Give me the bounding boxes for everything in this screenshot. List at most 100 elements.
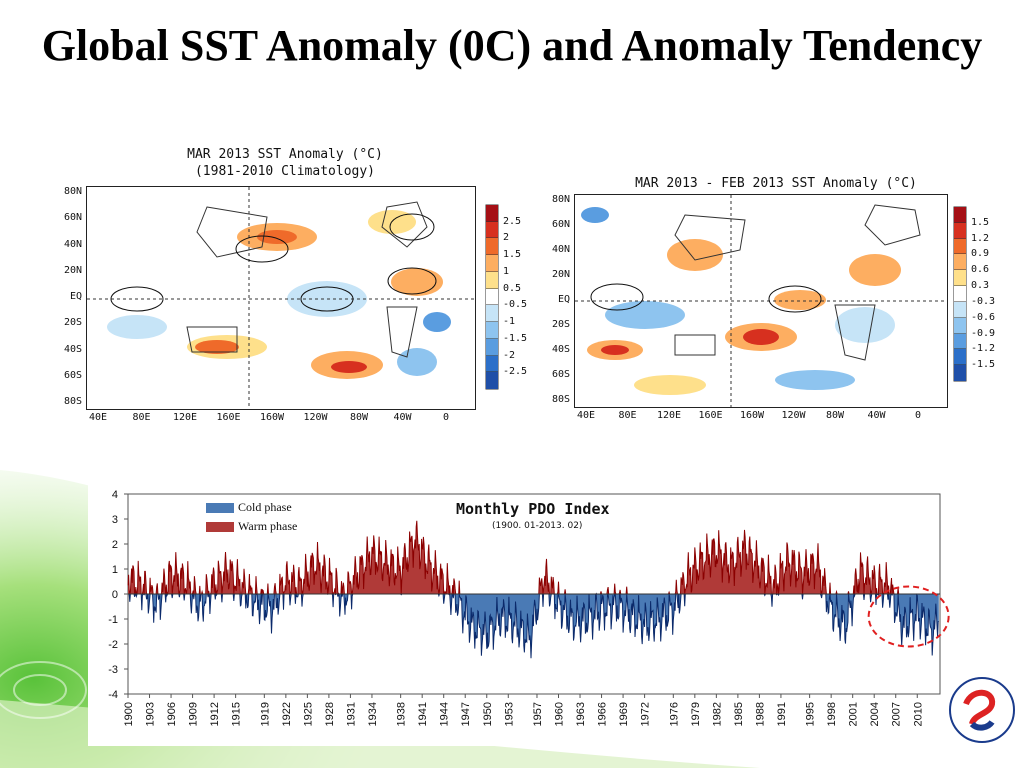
y-tick-label: -3: [108, 664, 118, 676]
lon-tick-label: 160E: [698, 410, 723, 421]
colorbar-segment: [486, 221, 498, 239]
x-tick-label: 1906: [166, 702, 178, 726]
colorbar-segment: [486, 355, 498, 373]
lat-tick-label: EQ: [557, 294, 570, 305]
x-tick-label: 1963: [575, 702, 587, 726]
y-tick-label: 0: [112, 589, 118, 601]
lat-tick-label: 60S: [551, 369, 570, 380]
x-tick-label: 1966: [597, 702, 609, 726]
lon-tick-label: 120W: [303, 412, 328, 423]
map-field: [87, 187, 475, 409]
slide-title: Global SST Anomaly (0C) and Anomaly Tend…: [41, 21, 983, 70]
x-tick-label: 1915: [231, 702, 243, 726]
colorbar-segment: [954, 207, 966, 223]
colorbar-label: 2.5: [503, 215, 522, 227]
x-tick-label: 2004: [869, 702, 881, 726]
x-tick-label: 1944: [439, 702, 451, 726]
colorbar-label: -1.2: [971, 343, 996, 355]
colorbar-label: 2: [503, 232, 510, 244]
lon-tick-label: 40W: [867, 410, 886, 421]
legend-warm-label: Warm phase: [238, 519, 298, 533]
colorbar-segment: [486, 338, 498, 356]
x-tick-label: 1985: [733, 702, 745, 726]
colorbar-segment: [954, 222, 966, 239]
lat-tick-label: 80S: [63, 396, 82, 407]
map-area: [86, 186, 476, 410]
lon-tick-label: 160W: [739, 410, 765, 421]
lat-tick-label: 60N: [551, 219, 570, 230]
legend-cold: Cold phase: [206, 500, 292, 515]
lat-tick-label: 40S: [63, 343, 82, 355]
x-tick-label: 1903: [145, 702, 157, 726]
lon-tick-label: 40W: [393, 412, 412, 423]
lon-tick-label: 0: [442, 412, 450, 423]
colorbar-segment: [486, 271, 498, 289]
lon-tick-label: 120W: [781, 410, 806, 421]
x-tick-label: 1912: [209, 702, 221, 726]
x-tick-label: 1931: [345, 702, 357, 726]
x-tick-label: 1909: [188, 702, 200, 726]
map-title: MAR 2013 SST Anomaly (°C): [187, 147, 383, 162]
legend-cold-swatch: [206, 503, 234, 514]
x-tick-label: 2010: [912, 702, 924, 726]
colorbar-label: -1: [503, 316, 516, 328]
x-tick-label: 1934: [367, 702, 379, 726]
colorbar-label: -0.6: [971, 311, 996, 323]
lat-tick-label: 20N: [63, 264, 82, 276]
x-tick-label: 1995: [805, 702, 817, 726]
x-tick-label: 1982: [711, 702, 723, 726]
colorbar-label: 1.5: [971, 216, 990, 228]
colorbar-segment: [954, 349, 966, 366]
y-tick-label: 4: [112, 489, 118, 501]
colorbar-label: 1.5: [503, 249, 522, 261]
lat-tick-label: 40S: [551, 344, 570, 355]
bcc-logo: [949, 677, 1015, 743]
lon-tick-label: 120E: [172, 412, 198, 423]
x-tick-label: 1941: [417, 702, 429, 726]
colorbar-label: 0.3: [971, 280, 990, 292]
colorbar-label: 0.6: [971, 264, 990, 276]
colorbar-segment: [486, 238, 498, 256]
x-tick-label: 1960: [554, 702, 566, 726]
colorbar-label: -0.5: [503, 299, 528, 311]
lat-tick-label: 20N: [551, 269, 570, 280]
colorbar-label: 1.2: [971, 232, 990, 244]
lon-tick-label: 160E: [216, 412, 241, 423]
x-tick-label: 1998: [826, 702, 838, 726]
colorbar-segment: [954, 301, 966, 318]
x-tick-label: 1991: [776, 702, 788, 726]
pdo-title: Monthly PDO Index: [456, 500, 610, 518]
colorbar-segment: [486, 255, 498, 272]
x-tick-label: 1928: [324, 702, 336, 726]
lon-tick-label: 160W: [259, 412, 285, 423]
x-tick-label: 2007: [891, 702, 903, 726]
legend-warm-swatch: [206, 522, 234, 533]
y-tick-label: 2: [112, 539, 118, 551]
y-tick-label: 1: [112, 564, 118, 576]
lon-tick-label: 80W: [825, 410, 845, 421]
colorbar-segment: [954, 365, 966, 381]
lat-tick-label: 60S: [63, 369, 82, 381]
lon-tick-label: 120E: [656, 410, 682, 421]
map-title: MAR 2013 - FEB 2013 SST Anomaly (°C): [635, 176, 917, 191]
x-tick-label: 1947: [460, 702, 472, 726]
colorbar-label: -1.5: [971, 359, 996, 371]
lat-tick-label: 80N: [551, 194, 570, 205]
y-tick-label: -2: [108, 639, 118, 651]
x-tick-label: 1976: [668, 702, 680, 726]
map-area: [574, 194, 948, 408]
x-tick-label: 2001: [848, 702, 860, 726]
x-tick-label: 1972: [640, 702, 652, 726]
x-tick-label: 1950: [482, 702, 494, 726]
lat-tick-label: 40N: [551, 244, 570, 255]
colorbar-segment: [954, 238, 966, 255]
lat-tick-label: EQ: [69, 291, 82, 302]
x-tick-label: 1922: [281, 702, 293, 726]
lon-tick-label: 80E: [132, 412, 151, 423]
x-tick-label: 1957: [532, 702, 544, 726]
colorbar-segment: [486, 288, 498, 306]
lat-tick-label: 20S: [63, 317, 82, 329]
x-tick-label: 1900: [123, 702, 135, 726]
lon-tick-label: 40E: [88, 412, 108, 423]
colorbar-segment: [954, 333, 966, 350]
